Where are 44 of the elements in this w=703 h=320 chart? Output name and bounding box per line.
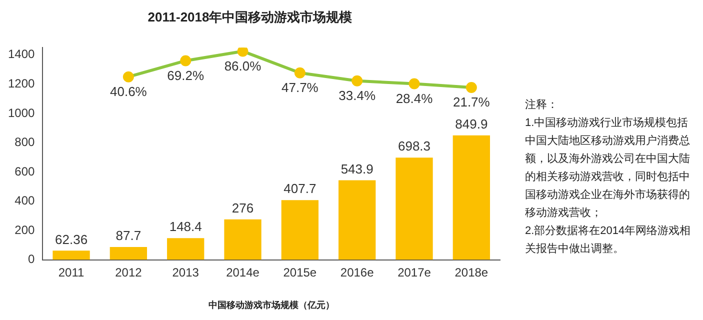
bar — [452, 135, 490, 260]
x-tick-label: 2018e — [454, 265, 488, 280]
data-label: 87.7 — [116, 228, 142, 244]
data-label: 69.2% — [167, 68, 204, 83]
data-label: 148.4 — [169, 219, 202, 234]
y-tick-label: 600 — [14, 164, 36, 178]
text: 注释： — [525, 98, 559, 113]
x-tick-label: 2011 — [58, 265, 84, 280]
x-tick-label: 2016e — [340, 265, 374, 280]
bar — [110, 246, 148, 260]
x-tick-label: 2014e — [226, 265, 260, 280]
bar — [167, 238, 204, 260]
y-tick-label: 200 — [14, 222, 36, 237]
bar — [224, 219, 262, 260]
data-label: 849.9 — [455, 116, 488, 132]
data-label: 33.4% — [338, 88, 376, 103]
data-label: 543.9 — [340, 161, 374, 176]
x-tick-label: 2017e — [398, 265, 432, 280]
data-label: 276 — [232, 200, 254, 216]
x-tick-label: 2015e — [283, 265, 317, 280]
x-tick-label: 2013 — [172, 265, 200, 280]
y-tick-label: 400 — [14, 194, 36, 208]
x-axis-title: 中国移动游戏市场规模（亿元） — [208, 300, 334, 310]
bar — [396, 158, 433, 260]
data-label: 407.7 — [284, 181, 316, 196]
text: 1.中国移动游戏行业市场规模包括中国大陆地区移动游戏用户消费总额，以及海外游戏公司在中国大陆的相关移动游戏营收，同时包括中国移动游戏企业在海外市场获得的移动游戏营收； — [525, 116, 691, 221]
y-tick-label: 1200 — [8, 76, 36, 90]
data-label: 62.36 — [55, 232, 88, 247]
data-label: 28.4% — [396, 90, 434, 106]
data-label: 86.0% — [224, 58, 262, 74]
data-label: 698.3 — [398, 138, 431, 154]
y-tick-label: 1400 — [8, 47, 36, 62]
data-label: 40.6% — [110, 84, 148, 99]
bar — [338, 180, 376, 260]
y-tick-label: 0 — [28, 252, 36, 266]
chart-title: 2011-2018年中国移动游戏市场规模 — [148, 9, 352, 24]
bar — [281, 200, 319, 260]
data-label: 47.7% — [281, 80, 319, 95]
y-tick-label: 800 — [14, 135, 36, 150]
data-label: 21.7% — [452, 94, 490, 110]
bar — [52, 250, 90, 260]
text: 2.部分数据将在2014年网络游戏相关报告中做出调整。 — [525, 224, 692, 257]
x-tick-label: 2012 — [115, 265, 142, 280]
y-tick-label: 1000 — [8, 106, 36, 120]
